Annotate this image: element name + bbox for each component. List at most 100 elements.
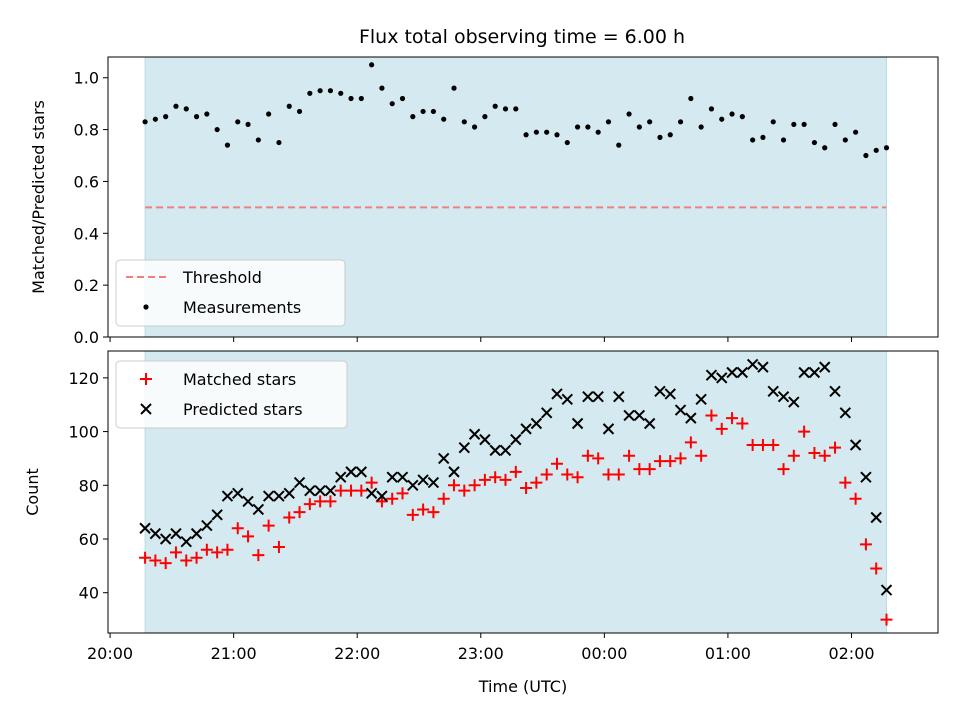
matched-star-point xyxy=(859,538,872,551)
matched-star-point xyxy=(448,479,461,492)
matched-star-point xyxy=(355,484,368,497)
matched-star-point xyxy=(520,481,533,494)
measurement-point xyxy=(585,124,591,130)
predicted-star-point xyxy=(695,393,707,406)
predicted-star-point xyxy=(211,509,223,521)
predicted-star-point xyxy=(180,535,192,548)
matched-star-point xyxy=(777,463,790,476)
measurement-point xyxy=(719,116,725,122)
matched-star-point xyxy=(252,549,265,562)
measurement-point xyxy=(750,137,756,143)
predicted-star-point xyxy=(417,474,429,486)
legend-measurements-label: Measurements xyxy=(183,298,301,317)
matched-star-point xyxy=(787,449,800,462)
matched-star-point xyxy=(870,562,883,575)
predicted-star-point xyxy=(252,503,265,516)
predicted-star-point xyxy=(551,388,563,400)
measurement-point xyxy=(152,116,158,122)
measurement-point xyxy=(708,106,715,112)
matched-star-point xyxy=(139,551,152,564)
predicted-star-point xyxy=(283,487,295,500)
predicted-star-point xyxy=(159,533,172,545)
matched-star-point xyxy=(540,468,553,481)
matched-star-point xyxy=(159,557,172,570)
y-tick-label-top: 1.0 xyxy=(74,69,99,88)
matched-star-point xyxy=(602,468,615,481)
top-panel-frame xyxy=(107,56,939,338)
predicted-star-point xyxy=(407,479,419,491)
measurement-point xyxy=(410,114,416,120)
legend-predicted-label: Predicted stars xyxy=(183,400,303,419)
measurement-point xyxy=(873,147,879,153)
matched-star-point xyxy=(726,412,739,425)
y-tick-label-bottom: 120 xyxy=(68,369,99,388)
matched-star-point xyxy=(427,506,440,519)
matched-star-point xyxy=(334,484,347,497)
predicted-star-point xyxy=(355,466,368,478)
measurement-point xyxy=(235,119,241,125)
matched-star-point xyxy=(180,554,193,567)
measurement-point xyxy=(667,132,673,138)
matched-star-point xyxy=(623,449,636,462)
bottom-panel: 40 60 80 100 120 20:00 21:00 22:00 23:00 00:00 01… xyxy=(23,350,939,696)
predicted-star-point xyxy=(664,388,676,400)
measurement-point xyxy=(513,106,519,112)
predicted-star-point xyxy=(427,476,440,489)
predicted-star-point xyxy=(345,466,357,478)
predicted-star-point xyxy=(870,511,882,524)
predicted-star-point xyxy=(489,444,501,457)
measurement-point xyxy=(348,95,354,102)
matched-star-point xyxy=(211,546,224,559)
predicted-star-point xyxy=(860,471,872,483)
matched-star-point xyxy=(592,452,605,465)
legend-threshold-label: Threshold xyxy=(182,268,262,287)
predicted-star-point xyxy=(880,584,893,596)
matched-star-point xyxy=(653,455,666,468)
bottom-panel-frame xyxy=(107,350,939,634)
x-tick-label: 02:00 xyxy=(828,644,874,663)
y-tick-label-top: 0.6 xyxy=(74,172,99,191)
y-tick-label-top: 0.8 xyxy=(74,121,99,140)
matched-star-point xyxy=(283,511,296,524)
matched-star-point xyxy=(478,473,491,486)
measurement-point xyxy=(420,108,426,115)
predicted-star-point xyxy=(602,423,615,435)
predicted-star-point xyxy=(674,404,687,416)
measurement-point xyxy=(441,116,447,122)
measurement-point xyxy=(142,119,148,125)
matched-star-point xyxy=(262,519,275,532)
matched-star-point xyxy=(818,449,831,462)
measurement-point xyxy=(317,88,323,94)
measurement-point xyxy=(461,119,467,125)
measurement-point xyxy=(605,119,612,125)
measurement-point xyxy=(255,137,261,143)
matched-star-point xyxy=(767,439,780,451)
measurement-point xyxy=(770,119,776,125)
y-axis-bottom: 40 60 80 100 120 xyxy=(68,369,108,603)
matched-star-point xyxy=(345,484,358,497)
measurement-point xyxy=(482,114,488,120)
matched-star-point xyxy=(581,449,594,462)
predicted-star-point xyxy=(643,417,656,430)
matched-star-point xyxy=(149,554,162,567)
measurements-series xyxy=(142,62,890,159)
measurement-point xyxy=(389,101,395,107)
measurement-point xyxy=(173,103,179,109)
predicted-star-point xyxy=(365,487,378,500)
measurement-point xyxy=(307,90,313,96)
measurement-point xyxy=(801,121,807,128)
measurement-point xyxy=(657,134,663,140)
measurement-point xyxy=(853,129,859,135)
matched-star-point xyxy=(499,473,512,486)
measurement-point xyxy=(574,124,581,130)
predicted-star-point xyxy=(849,439,862,451)
matched-star-point xyxy=(396,487,409,500)
x-axis-bottom: 20:00 21:00 22:00 23:00 00:00 01:00 02:00 xyxy=(87,633,875,663)
matched-star-point xyxy=(437,492,450,505)
measurement-point xyxy=(595,129,601,135)
measurement-point xyxy=(544,129,550,135)
matched-star-point xyxy=(798,425,811,438)
predicted-star-point xyxy=(324,484,337,497)
predicted-star-point xyxy=(448,466,460,478)
